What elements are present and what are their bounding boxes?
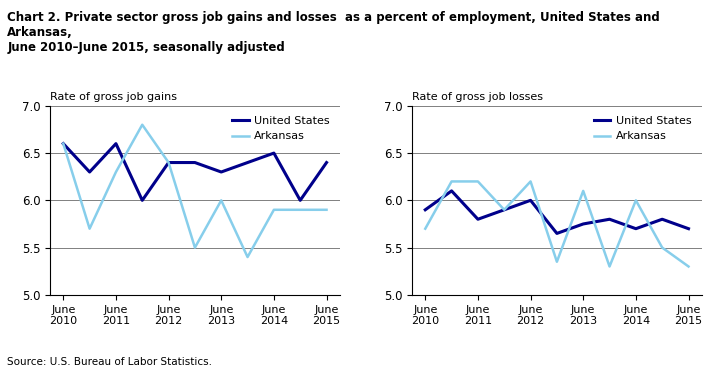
Line: United States: United States [63, 144, 326, 200]
Arkansas [526, 179, 535, 184]
Legend: United States, Arkansas: United States, Arkansas [589, 112, 696, 146]
United States [85, 170, 94, 174]
Arkansas [296, 208, 304, 212]
United States [605, 217, 614, 222]
Arkansas [138, 122, 147, 127]
United States [296, 198, 304, 203]
Arkansas [473, 179, 482, 184]
United States [579, 222, 588, 226]
United States [59, 141, 67, 146]
Arkansas [164, 160, 173, 165]
United States [553, 231, 561, 236]
Arkansas [190, 245, 199, 250]
Arkansas [553, 260, 561, 264]
Line: Arkansas: Arkansas [63, 125, 326, 257]
Text: Source: U.S. Bureau of Labor Statistics.: Source: U.S. Bureau of Labor Statistics. [7, 357, 212, 367]
Text: Rate of gross job gains: Rate of gross job gains [50, 92, 177, 102]
Legend: United States, Arkansas: United States, Arkansas [228, 112, 334, 146]
United States [500, 208, 508, 212]
United States [526, 198, 535, 203]
United States [270, 151, 279, 155]
United States [658, 217, 667, 222]
Text: Rate of gross job losses: Rate of gross job losses [412, 92, 543, 102]
Arkansas [217, 198, 226, 203]
United States [112, 141, 120, 146]
Arkansas [85, 226, 94, 231]
Line: Arkansas: Arkansas [425, 181, 689, 266]
United States [322, 160, 331, 165]
Arkansas [605, 264, 614, 269]
United States [421, 208, 430, 212]
Arkansas [270, 208, 279, 212]
Arkansas [579, 189, 588, 193]
Arkansas [500, 208, 508, 212]
Arkansas [322, 208, 331, 212]
Arkansas [243, 255, 252, 259]
Arkansas [684, 264, 693, 269]
United States [217, 170, 226, 174]
United States [632, 226, 640, 231]
United States [684, 226, 693, 231]
Arkansas [59, 141, 67, 146]
United States [243, 160, 252, 165]
Text: Chart 2. Private sector gross job gains and losses  as a percent of employment, : Chart 2. Private sector gross job gains … [7, 11, 660, 54]
United States [190, 160, 199, 165]
Arkansas [448, 179, 456, 184]
United States [473, 217, 482, 222]
Arkansas [632, 198, 640, 203]
Arkansas [658, 245, 667, 250]
Arkansas [421, 226, 430, 231]
Line: United States: United States [425, 191, 689, 233]
United States [164, 160, 173, 165]
United States [138, 198, 147, 203]
Arkansas [112, 170, 120, 174]
United States [448, 189, 456, 193]
